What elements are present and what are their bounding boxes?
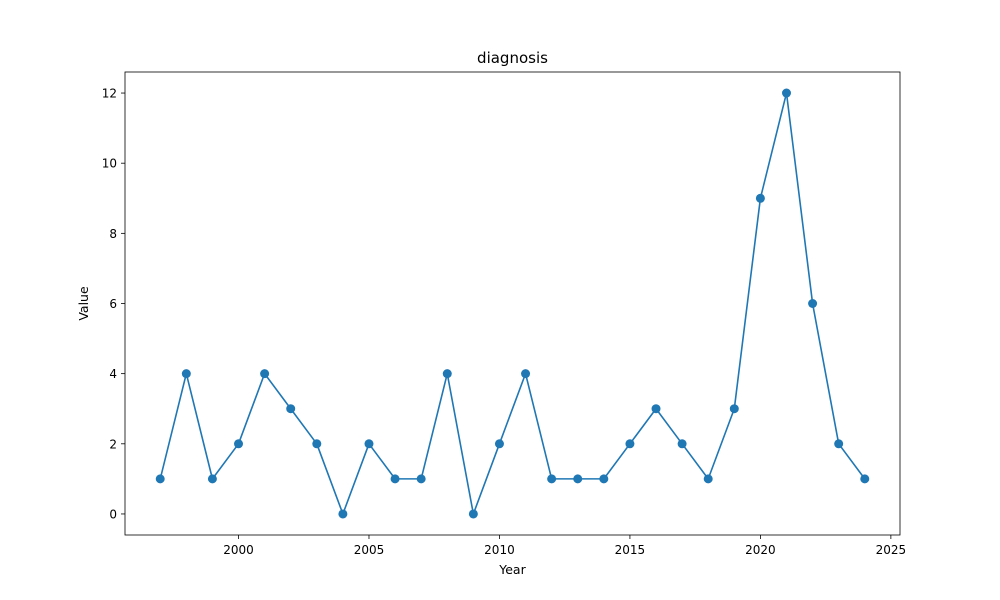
x-tick-label: 2010: [484, 543, 515, 557]
y-tick-label: 6: [109, 297, 117, 311]
data-point: [207, 474, 217, 484]
x-axis-label: Year: [498, 562, 526, 577]
data-point: [677, 439, 687, 449]
y-tick-label: 4: [109, 367, 117, 381]
data-point: [755, 193, 765, 203]
data-point: [312, 439, 322, 449]
data-point: [181, 369, 191, 379]
y-tick-label: 8: [109, 227, 117, 241]
data-point: [234, 439, 244, 449]
data-point: [260, 369, 270, 379]
series-layer: [155, 88, 870, 519]
y-tick-label: 10: [102, 157, 117, 171]
plot-background: [125, 72, 900, 535]
data-point: [651, 404, 661, 414]
y-tick-label: 2: [109, 437, 117, 451]
y-axis-label: Value: [76, 286, 91, 321]
data-point: [599, 474, 609, 484]
x-tick-label: 2020: [745, 543, 776, 557]
data-point: [338, 509, 348, 519]
data-point: [547, 474, 557, 484]
data-point: [625, 439, 635, 449]
data-point: [703, 474, 713, 484]
chart-title: diagnosis: [477, 49, 548, 67]
y-tick-label: 0: [109, 507, 117, 521]
x-tick-label: 2005: [354, 543, 385, 557]
x-tick-label: 2000: [223, 543, 254, 557]
y-axis-ticks: 0 2 4 6 8 10 12: [102, 87, 125, 521]
data-point: [808, 299, 818, 308]
x-axis-ticks: 2000 2005 2010 2015 2020 2025: [223, 535, 906, 557]
x-tick-label: 2025: [876, 543, 907, 557]
data-point: [729, 404, 739, 414]
data-point: [468, 509, 478, 519]
data-point: [390, 474, 400, 484]
x-tick-label: 2015: [615, 543, 646, 557]
data-point: [494, 439, 504, 449]
data-point: [834, 439, 844, 449]
data-point: [781, 88, 791, 98]
plot-frame: [124, 71, 901, 536]
y-tick-label: 12: [102, 87, 117, 101]
data-point: [442, 369, 452, 379]
data-point: [155, 474, 165, 484]
series-line: [159, 92, 866, 515]
data-point: [364, 439, 374, 449]
data-point: [416, 474, 426, 484]
data-point: [521, 369, 531, 379]
data-point: [286, 404, 296, 414]
data-point: [573, 474, 583, 484]
data-point: [860, 474, 870, 484]
